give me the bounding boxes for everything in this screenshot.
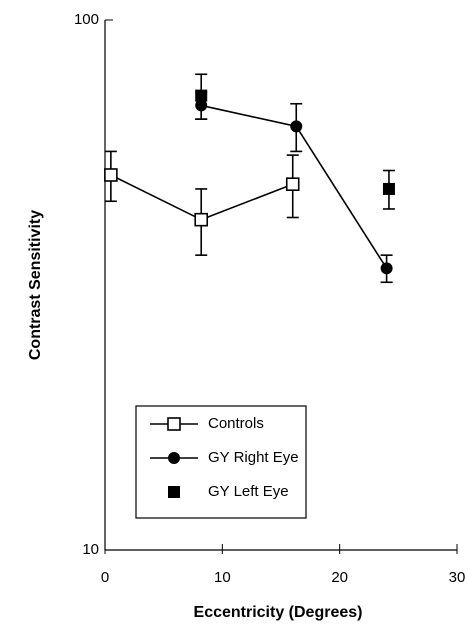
x-tick-label: 20 <box>331 569 348 586</box>
y-tick-label: 100 <box>74 11 99 28</box>
marker <box>380 262 393 275</box>
marker <box>168 452 180 464</box>
marker <box>168 486 180 498</box>
x-tick-label: 0 <box>101 569 109 586</box>
legend-label: Controls <box>208 415 264 432</box>
x-axis-title: Eccentricity (Degrees) <box>194 604 363 621</box>
x-tick-label: 10 <box>214 569 231 586</box>
legend-label: GY Left Eye <box>208 483 289 500</box>
marker <box>290 120 303 133</box>
marker <box>195 89 208 102</box>
marker <box>104 168 118 182</box>
marker <box>382 182 395 195</box>
marker <box>285 177 300 191</box>
legend: Controls GY Right Eye GY Left Eye <box>135 405 307 519</box>
legend-label: GY Right Eye <box>208 449 299 466</box>
x-tick-label: 30 <box>449 569 466 586</box>
marker <box>194 212 209 227</box>
y-axis-title: Contrast Sensitivity <box>27 210 44 360</box>
y-tick-label: 10 <box>82 541 99 558</box>
legend-box <box>135 405 307 519</box>
marker <box>167 417 181 431</box>
